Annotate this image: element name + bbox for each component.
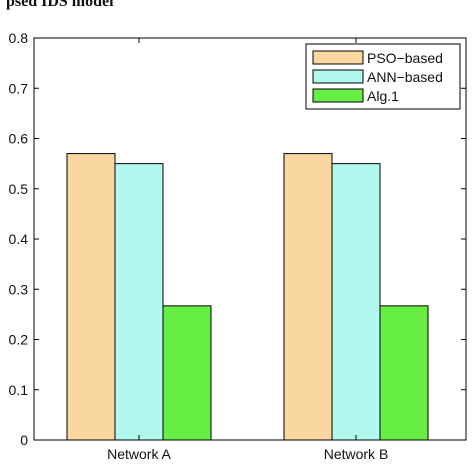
legend: PSO−based ANN−based Alg.1: [305, 43, 461, 110]
legend-swatch: [312, 50, 364, 65]
y-tick-label: 0.7: [9, 80, 29, 96]
y-tick-label: 0.6: [9, 131, 29, 147]
legend-swatch: [312, 69, 364, 84]
y-tick-label: 0.4: [9, 231, 29, 247]
x-tick-label: Network A: [107, 446, 171, 462]
y-tick-label: 0.2: [9, 332, 29, 348]
x-tick-label: Network B: [324, 446, 389, 462]
bar-1-2: [283, 153, 333, 441]
bar-2-2: [331, 163, 381, 441]
legend-swatch: [312, 88, 364, 103]
y-tick-label: 0.3: [9, 281, 29, 297]
y-tick-label: 0.5: [9, 181, 29, 197]
y-tick-label: 0: [20, 432, 28, 448]
bar-3-1: [162, 305, 212, 441]
legend-label: Alg.1: [367, 88, 399, 104]
caption-fragment: psed IDS model: [6, 0, 114, 10]
plot-frame: [33, 37, 467, 441]
legend-label: PSO−based: [367, 50, 443, 66]
legend-label: ANN−based: [367, 69, 443, 85]
y-tick-label: 0.8: [9, 30, 29, 46]
bar-1-1: [66, 153, 116, 441]
y-tick-label: 0.1: [9, 382, 29, 398]
bar-2-1: [114, 163, 164, 441]
bar-3-2: [379, 305, 429, 441]
